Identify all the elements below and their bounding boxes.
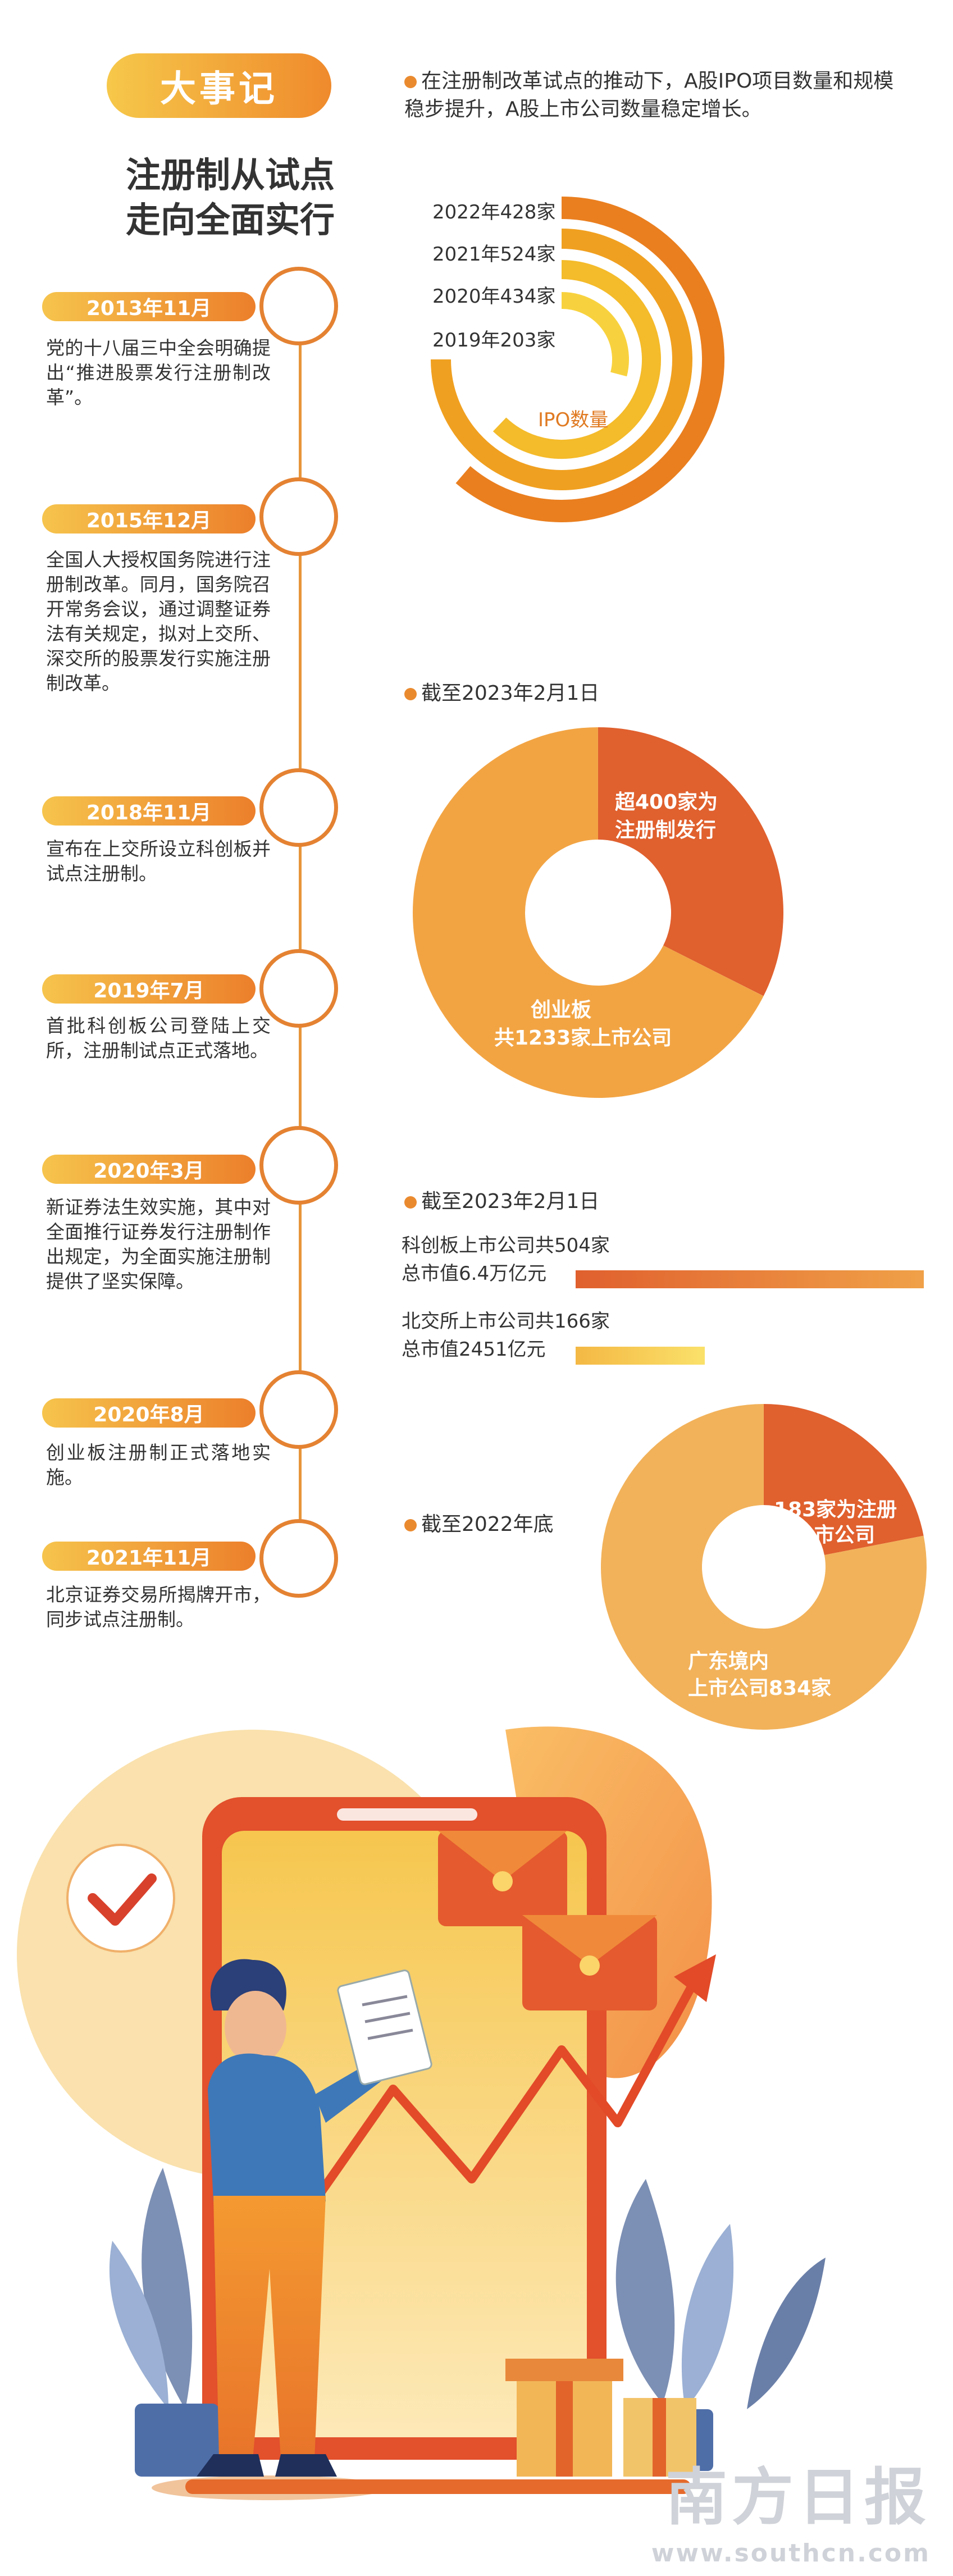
ipo-note: 在注册制改革试点的推动下，A股IPO项目数量和规模稳步提升，A股上市公司数量稳定…: [404, 70, 894, 121]
plant-icon: [109, 2168, 219, 2477]
bse-bar: [576, 1347, 705, 1365]
page-title-line2: 走向全面实行: [125, 199, 335, 240]
timeline-date: 2015年12月: [42, 504, 256, 534]
timeline-text: 全国人大授权国务院进行注册制改革。同月，国务院召开常务会议，通过调整证券法有关规…: [46, 549, 271, 694]
timeline-text: 北京证券交易所揭牌开市，同步试点注册制。: [46, 1584, 271, 1630]
timeline-node: [259, 477, 338, 556]
donut2-slice2-label-b: 上市公司834家: [688, 1677, 831, 1700]
donut1-slice1-label-b: 注册制发行: [615, 819, 716, 842]
cutoff-note-2: 截至2023年2月1日: [404, 1188, 599, 1216]
bse-label-b: 总市值2451亿元: [402, 1338, 546, 1361]
timeline-line: [299, 306, 302, 1558]
timeline-date: 2013年11月: [42, 292, 256, 321]
timeline-date: 2020年8月: [42, 1398, 256, 1428]
envelope-icon: [438, 1831, 567, 1926]
timeline-text: 创业板注册制正式落地实施。: [46, 1442, 271, 1488]
header-badge: 大事记: [107, 53, 331, 118]
star-market-bar: [576, 1270, 924, 1288]
ipo-arc-2019年: [561, 292, 629, 377]
ipo-label-2019: 2019年203家: [432, 329, 556, 352]
ipo-arc-2022年: [455, 197, 724, 522]
timeline-date: 2019年7月: [42, 974, 256, 1004]
page-title: 注册制从试点 走向全面实行: [107, 153, 354, 243]
bullet-dot: [404, 76, 417, 88]
cutoff-note-1: 截至2023年2月1日: [404, 680, 599, 708]
ipo-chart-title: IPO数量: [538, 409, 609, 431]
star-market-label-b: 总市值6.4万亿元: [402, 1262, 547, 1285]
donut1-slice-1: [413, 727, 764, 1098]
donut2-slice2-label-a: 广东境内: [688, 1650, 769, 1673]
timeline-date: 2018年11月: [42, 796, 256, 826]
timeline-node: [259, 267, 338, 345]
timeline-node: [259, 1519, 338, 1598]
timeline-node: [259, 1126, 338, 1205]
donut-chart-2: 183家为注册 制上市公司 广东境内 上市公司834家: [601, 1404, 927, 1730]
envelope-icon: [522, 1915, 657, 2010]
person-figure: [152, 1959, 432, 2500]
donut1-slice-0: [598, 727, 783, 996]
bullet-dot: [404, 688, 417, 700]
timeline-text: 党的十八届三中全会明确提出“推进股票发行注册制改革”。: [46, 337, 271, 408]
timeline-node: [259, 949, 338, 1028]
ipo-arc-2021年: [431, 229, 692, 490]
timeline-text: 宣布在上交所设立科创板并试点注册制。: [46, 838, 271, 884]
ipo-arc-2020年: [493, 260, 661, 459]
donut-chart-1: 超400家为 注册制发行 创业板 共1233家上市公司: [413, 727, 783, 1098]
gift-box-icon: [505, 2359, 623, 2477]
trend-arrow-icon: [311, 1954, 716, 2204]
illustration: [17, 1726, 826, 2500]
gift-box-icon: [623, 2398, 696, 2477]
ipo-label-2021: 2021年524家: [432, 243, 556, 266]
donut2-slice-0: [764, 1404, 924, 1555]
timeline-date: 2021年11月: [42, 1542, 256, 1571]
donut2-slice1-label-a: 183家为注册: [774, 1498, 897, 1521]
donut2-slice1-label-b: 制上市公司: [774, 1524, 875, 1547]
timeline-node: [259, 768, 338, 847]
timeline-text: 新证券法生效实施，其中对全面推行证券发行注册制作出规定，为全面实施注册制提供了坚…: [46, 1196, 271, 1292]
bullet-dot: [404, 1519, 417, 1531]
bse-label-a: 北交所上市公司共166家: [402, 1310, 610, 1333]
check-icon: [66, 1844, 175, 1953]
cutoff-note-3: 截至2022年底: [404, 1511, 554, 1539]
newspaper-logo: 南方日报: [665, 2461, 931, 2533]
ipo-label-2020: 2020年434家: [432, 285, 556, 308]
document-icon: [337, 1969, 432, 2085]
bullet-dot: [404, 1196, 417, 1209]
ipo-arc-chart: [431, 197, 724, 522]
newspaper-url: www.southcn.com: [651, 2539, 931, 2568]
donut1-slice1-label-a: 超400家为: [615, 791, 718, 814]
donut2-slice-1: [601, 1404, 927, 1730]
timeline-date: 2020年3月: [42, 1155, 256, 1184]
star-market-label-a: 科创板上市公司共504家: [402, 1234, 610, 1257]
page-title-line1: 注册制从试点: [125, 154, 335, 195]
floor-bar: [185, 2479, 691, 2494]
ipo-label-2022: 2022年428家: [432, 201, 556, 224]
donut1-slice2-label-a: 创业板: [531, 999, 591, 1022]
timeline-node: [259, 1370, 338, 1449]
donut1-slice2-label-b: 共1233家上市公司: [494, 1027, 672, 1050]
timeline-text: 首批科创板公司登陆上交所，注册制试点正式落地。: [46, 1015, 271, 1061]
